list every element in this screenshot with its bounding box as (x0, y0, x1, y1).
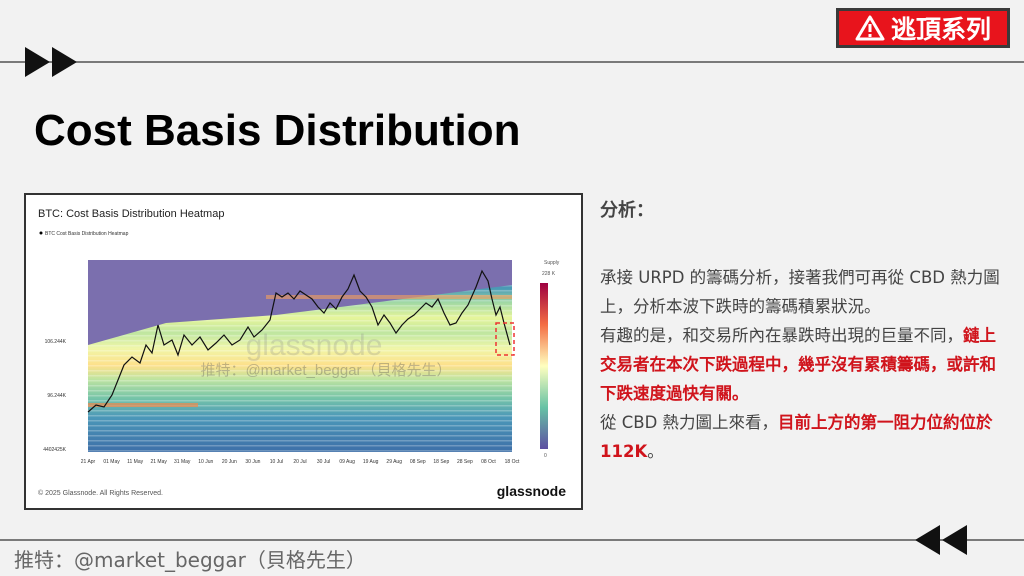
x-tick-label: 08 Sep (410, 459, 426, 465)
x-tick-label: 18 Sep (433, 459, 449, 465)
y-tick-label: 106.244K (45, 339, 67, 345)
heatmap-band (266, 295, 512, 299)
watermark: glassnode (246, 329, 383, 362)
slide-title: Cost Basis Distribution (34, 106, 521, 155)
copyright: © 2025 Glassnode. All Rights Reserved. (38, 489, 163, 497)
highlight-text: 鏈上交易者在本次下跌過程中，幾乎沒有累積籌碼，或許和下跌速度過快有關。 (600, 326, 996, 403)
x-tick-label: 20 Jul (293, 459, 306, 465)
x-tick-label: 21 May (150, 459, 167, 465)
footer: 推特：@market_beggar（貝格先生） (14, 548, 366, 572)
figure: BTC: Cost Basis Distribution Heatmap BTC… (24, 193, 583, 510)
heatmap-band (88, 403, 198, 407)
paragraph: 承接 URPD 的籌碼分析，接著我們可再從 CBD 熱力圖上，分析本波下跌時的籌… (600, 263, 1012, 321)
text: 從 CBD 熱力圖上來看， (600, 413, 779, 432)
x-tick-label: 30 Jul (317, 459, 330, 465)
x-tick-label: 01 May (103, 459, 120, 465)
colorbar-title: Supply (544, 260, 560, 266)
colorbar-max: 228 K (542, 271, 556, 277)
heatmap-chart: BTC: Cost Basis Distribution Heatmap BTC… (38, 208, 566, 499)
text: 有趣的是，和交易所內在暴跌時出現的巨量不同， (600, 326, 963, 345)
heatmap-empty (88, 260, 512, 345)
figure-title: BTC: Cost Basis Distribution Heatmap (38, 208, 224, 220)
x-tick-label: 30 Jun (245, 459, 260, 465)
warning-icon (855, 15, 885, 41)
x-tick-label: 10 Jul (270, 459, 283, 465)
x-tick-label: 10 Jun (198, 459, 213, 465)
paragraph: 有趣的是，和交易所內在暴跌時出現的巨量不同，鏈上交易者在本次下跌過程中，幾乎沒有… (600, 321, 1012, 408)
colorbar-min: 0 (544, 453, 547, 459)
price-line (87, 269, 511, 413)
y-tick-label: 96.244K (47, 393, 66, 399)
x-tick-label: 28 Sep (457, 459, 473, 465)
highlight-text: 目前上方的第一阻力位約位於 112K (600, 413, 993, 461)
x-tick-label: 11 May (127, 459, 144, 465)
text: 。 (647, 442, 664, 461)
x-tick-label: 08 Oct (481, 459, 496, 465)
y-tick-label: 4402425K (43, 447, 66, 453)
x-tick-label: 31 May (174, 459, 191, 465)
colorbar (540, 283, 548, 449)
watermark-handle: 推特：@market_beggar（貝格先生） (200, 362, 451, 379)
highlight-box (495, 322, 515, 356)
analysis: 分析： 承接 URPD 的籌碼分析，接著我們可再從 CBD 熱力圖上，分析本波下… (600, 196, 1012, 466)
x-tick-label: 21 Apr (81, 459, 96, 465)
text: 承接 URPD 的籌碼分析，接著我們可再從 CBD 熱力圖上，分析本波下跌時的籌… (600, 268, 1000, 316)
paragraph: 從 CBD 熱力圖上來看，目前上方的第一阻力位約位於 112K。 (600, 408, 1012, 466)
x-tick-label: 09 Aug (339, 459, 355, 465)
badge-text: 逃頂系列 (890, 15, 991, 44)
x-tick-label: 18 Oct (505, 459, 520, 465)
legend-label: BTC Cost Basis Distribution Heatmap (45, 231, 129, 237)
series-badge: 逃頂系列 (836, 8, 1010, 48)
legend-dot (39, 231, 43, 235)
analysis-heading: 分析： (600, 200, 654, 221)
x-tick-label: 29 Aug (386, 459, 402, 465)
x-tick-label: 19 Aug (363, 459, 379, 465)
brand: glassnode (497, 483, 566, 499)
x-axis: 21 Apr 01 May 11 May 21 May 31 May 10 Jun 20 J… (81, 459, 520, 465)
x-tick-label: 20 Jun (222, 459, 237, 465)
